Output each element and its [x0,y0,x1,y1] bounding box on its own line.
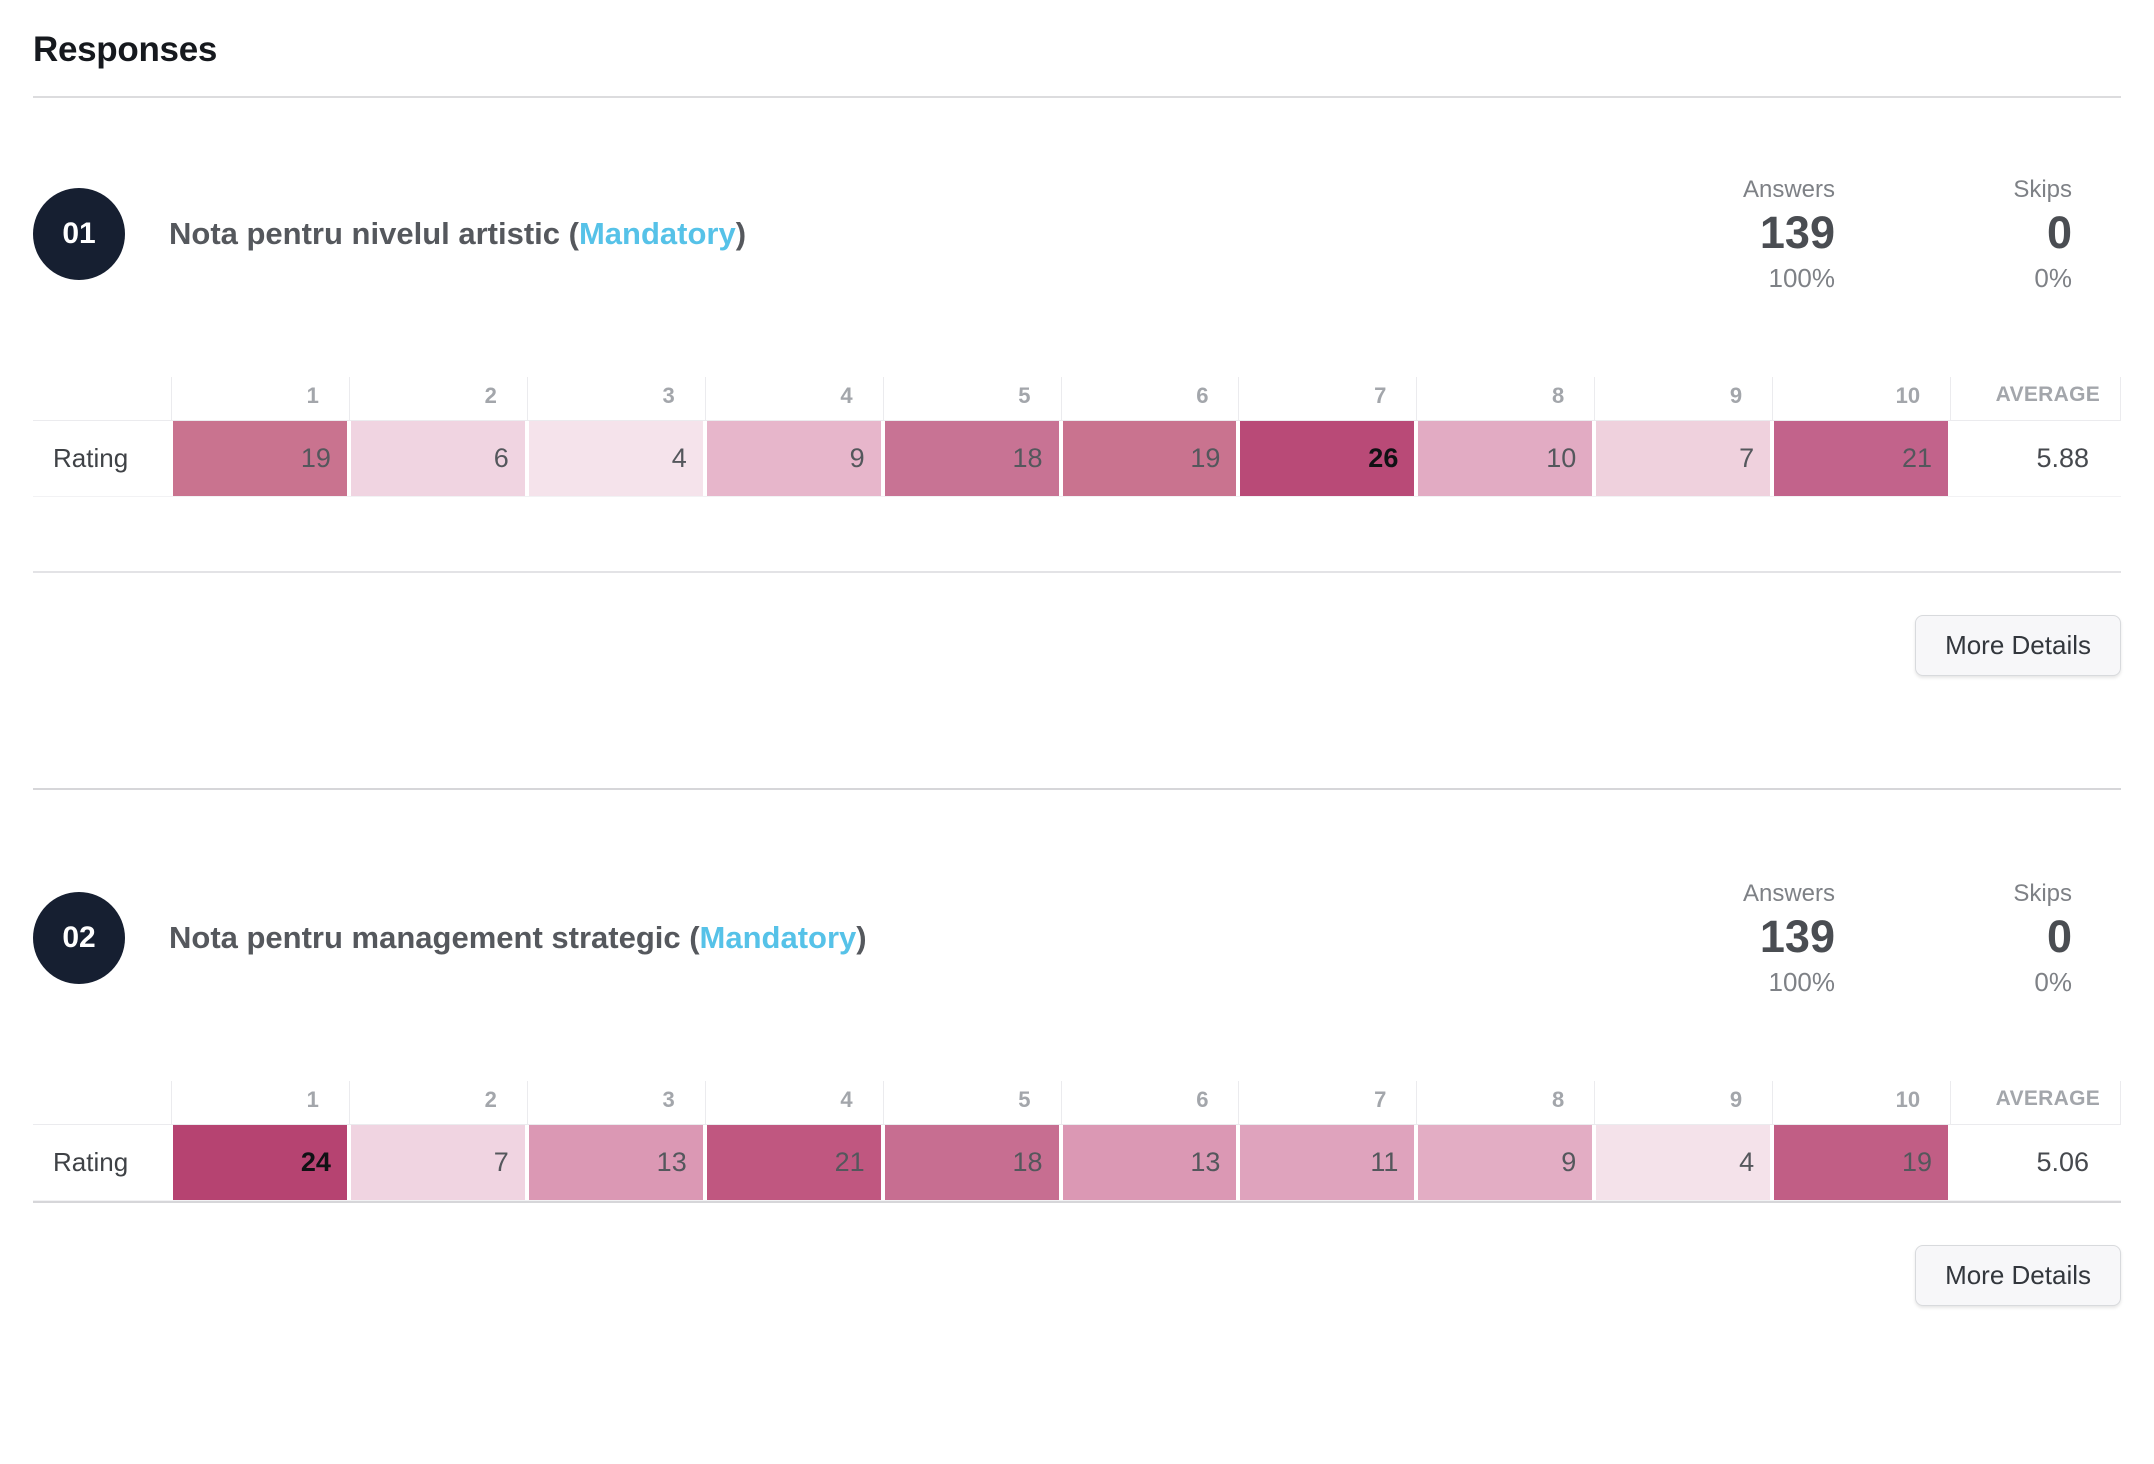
heatmap-cell-3: 4 [526,421,705,496]
skips-count: 0 [2046,911,2072,962]
answers-stat: Answers 139 100% [1665,880,1835,997]
heatmap-cell-1: 24 [171,1125,349,1200]
question-title-text: Nota pentru management strategic [169,919,681,955]
scale-header-5: 5 [882,377,1061,420]
skips-percent: 0% [2034,263,2072,293]
rating-row-label: Rating [53,443,129,473]
heatmap-cell-10: 21 [1772,421,1951,496]
rating-scale-header: 1 2 3 4 5 6 7 8 9 10 AVERAGE [33,377,2122,421]
answers-count: 139 [1759,207,1835,258]
scale-header-3: 3 [526,377,705,420]
scale-header-4: 4 [704,377,883,420]
header-spacer [33,1081,171,1124]
scale-header-1: 1 [171,377,349,420]
page-title: Responses [33,30,218,69]
heatmap-cell-10: 19 [1772,1125,1951,1200]
question-divider [33,571,2121,573]
skips-stat: Skips 0 0% [1835,880,2121,997]
rating-row-label: Rating [53,1147,129,1177]
question-header: 01 Nota pentru nivelul artistic (Mandato… [33,174,2121,293]
heatmap-cell-5: 18 [882,1125,1061,1200]
heatmap-cell-8: 9 [1416,1125,1595,1200]
question-stats: Answers 139 100% Skips 0 0% [1665,174,2121,293]
mandatory-label: Mandatory [699,919,857,955]
question-title-text: Nota pentru nivelul artistic [169,215,561,251]
scale-header-10: 10 [1772,1081,1950,1124]
answers-stat: Answers 139 100% [1665,176,1835,293]
answers-percent: 100% [1768,263,1836,293]
question-title: Nota pentru management strategic (Mandat… [169,920,867,956]
skips-label: Skips [2013,880,2072,907]
average-value: 5.88 [2036,443,2090,473]
scale-header-8: 8 [1416,377,1594,420]
paren-close: ) [856,919,867,955]
rating-heatmap-table: 1 2 3 4 5 6 7 8 9 10 AVERAGE Rating 19 6… [33,377,2122,497]
scale-header-7: 7 [1238,1081,1416,1124]
question-block-01: 01 Nota pentru nivelul artistic (Mandato… [33,174,2122,788]
paren-open: ( [680,919,700,955]
scale-header-6: 6 [1060,1081,1239,1124]
header-divider [33,96,2121,98]
question-number-badge: 01 [33,187,125,280]
heatmap-cell-5: 18 [882,421,1061,496]
scale-header-7: 7 [1238,377,1416,420]
heatmap-cell-8: 10 [1416,421,1595,496]
scale-header-8: 8 [1416,1081,1594,1124]
heatmap-cell-2: 7 [348,1125,527,1200]
scale-header-3: 3 [526,1081,705,1124]
heatmap-cell-1: 19 [171,421,349,496]
scale-header-10: 10 [1772,377,1950,420]
scale-header-1: 1 [171,1081,349,1124]
scale-header-2: 2 [348,1081,527,1124]
average-header: AVERAGE [1950,377,2122,420]
skips-label: Skips [2013,176,2072,203]
heatmap-cell-9: 4 [1594,1125,1773,1200]
header-spacer [33,377,171,420]
question-header: 02 Nota pentru management strategic (Man… [33,878,2121,997]
heatmap-cell-3: 13 [526,1125,705,1200]
scale-header-2: 2 [348,377,527,420]
skips-percent: 0% [2034,967,2072,997]
heatmap-cell-6: 19 [1060,421,1239,496]
skips-count: 0 [2046,207,2072,258]
scale-header-9: 9 [1594,377,1772,420]
question-block-02: 02 Nota pentru management strategic (Man… [33,878,2122,1306]
scale-header-4: 4 [704,1081,883,1124]
paren-open: ( [560,215,579,251]
heatmap-cell-6: 13 [1060,1125,1239,1200]
average-header: AVERAGE [1950,1081,2122,1124]
heatmap-cell-4: 21 [704,1125,883,1200]
mandatory-label: Mandatory [578,215,736,251]
scale-header-5: 5 [882,1081,1061,1124]
section-divider [33,788,2121,790]
scale-header-6: 6 [1060,377,1239,420]
scale-header-9: 9 [1594,1081,1772,1124]
rating-scale-header: 1 2 3 4 5 6 7 8 9 10 AVERAGE [33,1081,2122,1125]
question-stats: Answers 139 100% Skips 0 0% [1665,878,2121,997]
question-number-badge: 02 [33,891,125,984]
answers-count: 139 [1759,911,1835,962]
heatmap-cell-4: 9 [704,421,883,496]
average-value: 5.06 [2036,1147,2090,1177]
paren-close: ) [735,215,747,251]
more-details-button[interactable]: More Details [1915,1245,2121,1306]
rating-row: Rating 19 6 4 9 18 19 26 10 7 21 5.88 [33,421,2121,497]
responses-page: Responses 01 Nota pentru nivelul artisti… [0,30,2154,1306]
question-divider [33,1201,2121,1203]
heatmap-cell-7: 26 [1238,421,1417,496]
answers-label: Answers [1742,176,1835,203]
question-title: Nota pentru nivelul artistic (Mandatory) [169,216,746,252]
skips-stat: Skips 0 0% [1835,176,2121,293]
rating-row: Rating 24 7 13 21 18 13 11 9 4 19 5.06 [33,1125,2121,1201]
heatmap-cell-9: 7 [1594,421,1773,496]
answers-percent: 100% [1768,967,1836,997]
answers-label: Answers [1742,880,1835,907]
rating-heatmap-table: 1 2 3 4 5 6 7 8 9 10 AVERAGE Rating 24 7… [33,1081,2122,1201]
heatmap-cell-7: 11 [1238,1125,1417,1200]
heatmap-cell-2: 6 [348,421,527,496]
more-details-button[interactable]: More Details [1915,615,2121,676]
